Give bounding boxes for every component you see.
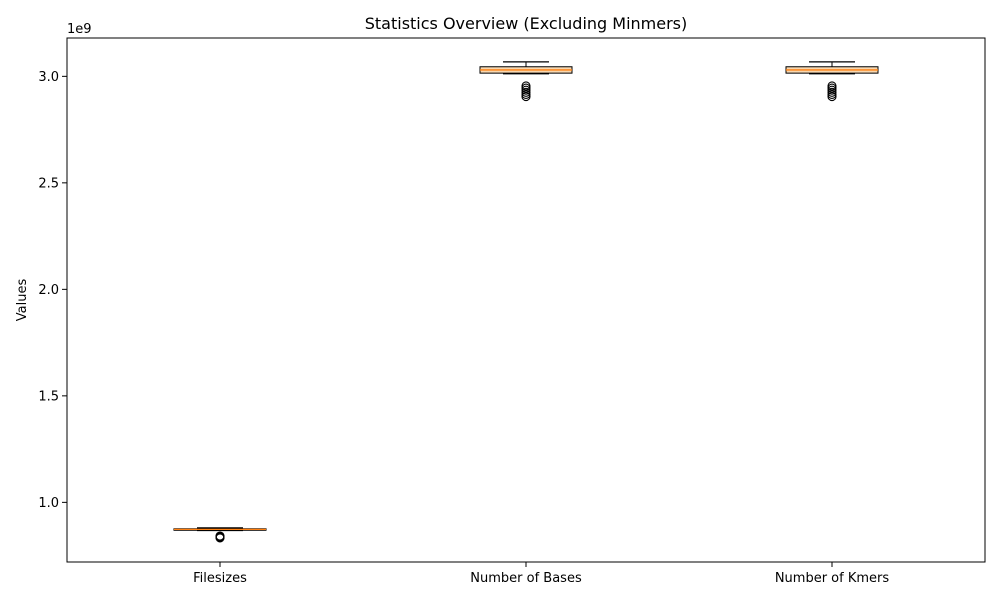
x-tick-label: Filesizes — [193, 571, 247, 586]
x-tick-label: Number of Bases — [470, 571, 582, 586]
outlier-point — [827, 81, 837, 91]
y-tick-label: 2.0 — [38, 283, 59, 298]
chart-title: Statistics Overview (Excluding Minmers) — [365, 14, 688, 33]
outlier-point — [521, 81, 531, 91]
plot-frame — [66, 37, 986, 563]
y-axis-scale-label: 1e9 — [67, 22, 92, 37]
outlier-point — [215, 531, 225, 541]
y-axis-label: Values — [15, 279, 30, 322]
y-tick-label: 3.0 — [38, 70, 59, 85]
y-tick-label: 2.5 — [38, 176, 59, 191]
y-tick-label: 1.0 — [38, 496, 59, 511]
plot-area — [173, 61, 879, 543]
y-tick-label: 1.5 — [38, 389, 59, 404]
x-tick-label: Number of Kmers — [775, 571, 890, 586]
